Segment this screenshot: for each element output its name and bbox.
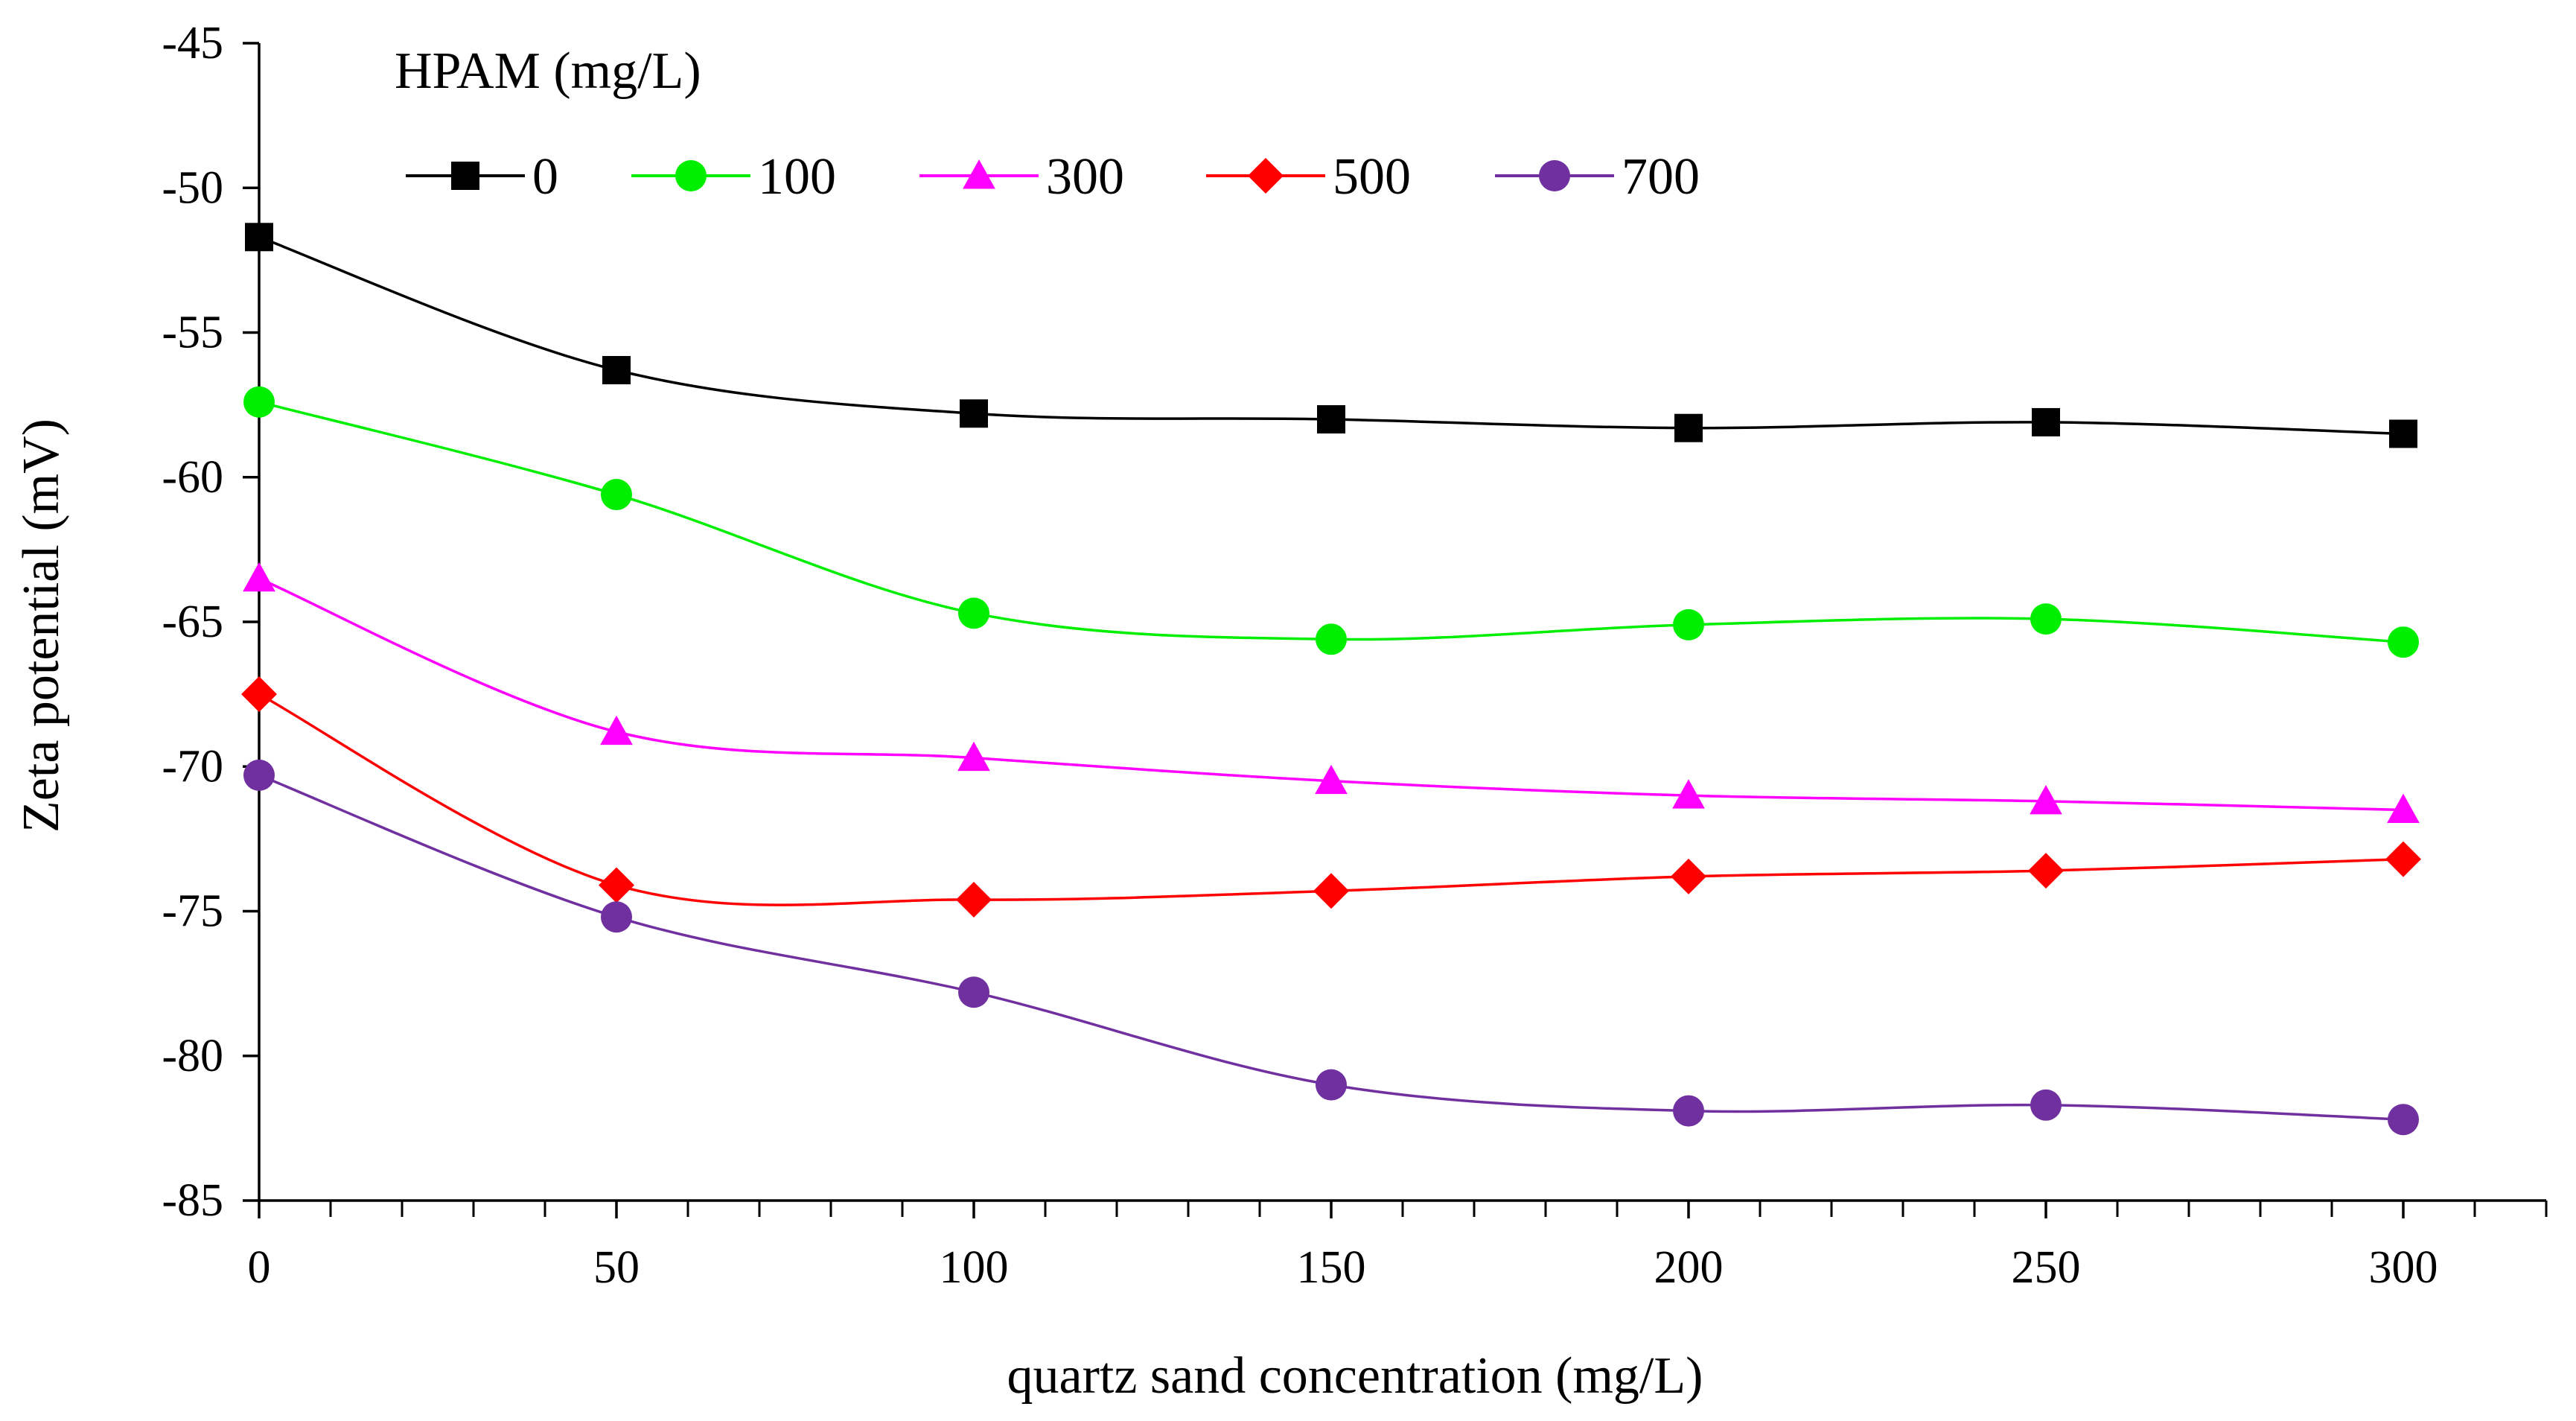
- data-point-700-50: [601, 901, 632, 933]
- series-700: [243, 759, 2419, 1136]
- data-point-100-0: [243, 386, 275, 418]
- series-500: [241, 676, 2421, 918]
- legend-label: 700: [1622, 148, 1700, 206]
- y-tick-label: -50: [162, 162, 223, 213]
- data-point-300-100: [957, 741, 990, 772]
- data-point-0-250: [2032, 407, 2060, 436]
- y-tick-label: -45: [162, 18, 223, 69]
- legend-item-0: 0: [406, 148, 558, 206]
- x-tick-label: 150: [1297, 1242, 1366, 1293]
- data-point-500-200: [1671, 858, 1706, 894]
- data-point-100-250: [2030, 603, 2062, 635]
- legend-title: HPAM (mg/L): [395, 42, 701, 100]
- y-tick-label: -55: [162, 308, 223, 358]
- x-axis-title: quartz sand concentration (mg/L): [1007, 1347, 1703, 1405]
- legend-label: 0: [532, 148, 558, 206]
- data-point-700-0: [243, 759, 275, 791]
- data-point-300-200: [1672, 779, 1705, 809]
- series-group: [241, 223, 2421, 1136]
- data-point-300-300: [2387, 793, 2420, 824]
- legend-item-300: 300: [919, 148, 1124, 206]
- y-tick-label: -80: [162, 1031, 223, 1081]
- legend-label: 100: [758, 148, 836, 206]
- axes: -45 -50 -55 -60 -65 -70 -75 -80 -85 0 50 100 150 200 2…: [162, 18, 2548, 1293]
- legend-item-500: 500: [1206, 148, 1411, 206]
- legend-marker-500: [1248, 158, 1284, 194]
- data-point-500-250: [2028, 853, 2064, 889]
- data-point-100-150: [1316, 623, 1347, 655]
- series-0: [245, 223, 2417, 448]
- y-tick-label: -70: [162, 741, 223, 792]
- data-point-100-100: [958, 597, 989, 629]
- data-point-700-300: [2388, 1104, 2419, 1136]
- y-tick-label: -60: [162, 452, 223, 503]
- series-line-0: [258, 235, 2404, 436]
- data-point-700-100: [958, 976, 989, 1008]
- legend-marker-300: [963, 159, 995, 189]
- x-tick-label: 300: [2369, 1242, 2438, 1293]
- legend: 0 100 300 500 700: [406, 148, 1700, 206]
- series-line-700: [258, 774, 2404, 1121]
- x-tick-label: 0: [248, 1242, 271, 1293]
- data-point-0-50: [602, 356, 631, 385]
- data-point-0-100: [960, 399, 988, 428]
- data-point-500-100: [956, 881, 992, 918]
- x-tick-label: 200: [1654, 1242, 1724, 1293]
- data-point-0-200: [1674, 413, 1703, 442]
- x-tick-label: 250: [2012, 1242, 2081, 1293]
- data-point-100-200: [1673, 608, 1704, 640]
- series-line-100: [258, 401, 2404, 643]
- data-point-100-50: [601, 479, 632, 511]
- y-tick-label: -65: [162, 597, 223, 647]
- data-point-0-0: [245, 223, 273, 252]
- legend-label: 300: [1046, 148, 1124, 206]
- data-point-500-150: [1313, 873, 1349, 909]
- y-axis-title: Zeta potential (mV): [13, 419, 70, 833]
- data-point-300-50: [600, 715, 633, 746]
- data-point-0-150: [1317, 405, 1345, 434]
- data-point-700-250: [2030, 1089, 2062, 1121]
- data-point-500-300: [2385, 841, 2421, 877]
- legend-item-100: 100: [631, 148, 836, 206]
- series-300: [243, 562, 2420, 824]
- x-tick-label: 50: [593, 1242, 640, 1293]
- x-tick-label: 100: [940, 1242, 1009, 1293]
- legend-marker-700: [1539, 160, 1570, 191]
- legend-marker-100: [675, 160, 707, 191]
- data-point-100-300: [2388, 626, 2419, 658]
- y-tick-label: -75: [162, 886, 223, 937]
- data-point-300-0: [243, 562, 275, 592]
- data-point-700-150: [1316, 1069, 1347, 1101]
- data-point-0-300: [2389, 419, 2417, 448]
- series-100: [243, 386, 2419, 658]
- data-point-700-200: [1673, 1095, 1704, 1127]
- legend-marker-0: [451, 162, 479, 190]
- legend-item-700: 700: [1495, 148, 1700, 206]
- legend-label: 500: [1333, 148, 1411, 206]
- y-tick-label: -85: [162, 1175, 223, 1226]
- data-point-300-150: [1315, 764, 1348, 795]
- data-point-500-0: [241, 676, 277, 713]
- data-point-500-50: [599, 867, 634, 903]
- data-point-300-250: [2030, 785, 2062, 815]
